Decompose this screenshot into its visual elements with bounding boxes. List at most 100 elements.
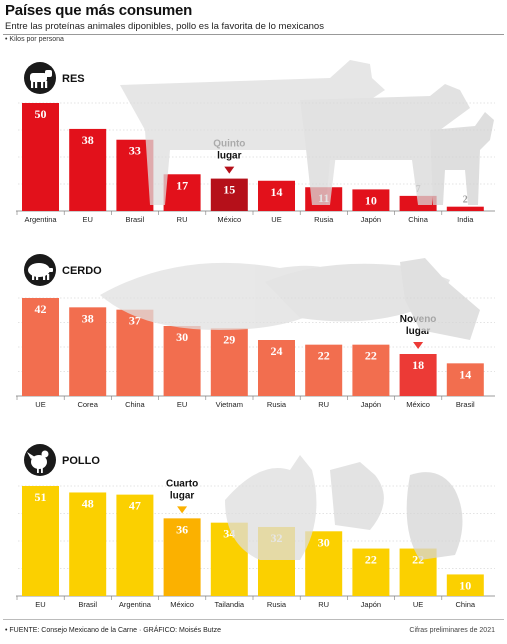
tick-label: China bbox=[125, 400, 145, 409]
bar bbox=[352, 189, 390, 211]
tick-label: UE bbox=[271, 215, 281, 224]
section-label: POLLO bbox=[62, 455, 100, 467]
bar bbox=[446, 574, 484, 596]
data-label: 22 bbox=[365, 553, 377, 567]
tick-label: EU bbox=[82, 215, 92, 224]
tick-label: UE bbox=[413, 600, 423, 609]
tick-label: Rusia bbox=[267, 400, 287, 409]
background-silhouettes bbox=[225, 455, 463, 560]
annotation-arrow bbox=[413, 342, 424, 349]
data-label: 14 bbox=[271, 185, 283, 199]
footer-note: Cifras preliminares de 2021 bbox=[409, 627, 495, 634]
tick-label: Argentina bbox=[119, 600, 152, 609]
tick-label: México bbox=[217, 215, 241, 224]
chart-panel-pollo: POLLO51EU48Brasil47Argentina36México34Ta… bbox=[16, 444, 495, 609]
bar bbox=[22, 486, 59, 596]
data-label: 22 bbox=[365, 349, 377, 363]
bar bbox=[305, 531, 343, 596]
section-header: POLLO bbox=[24, 444, 100, 476]
tick-label: Japón bbox=[361, 215, 381, 224]
data-label: 15 bbox=[223, 183, 235, 197]
page-subtitle: Entre las proteínas animales diponibles,… bbox=[5, 21, 324, 32]
bar bbox=[22, 103, 59, 211]
section-label: CERDO bbox=[62, 265, 102, 277]
data-label: 30 bbox=[176, 330, 188, 344]
data-label: 47 bbox=[129, 499, 141, 513]
section-label: RES bbox=[62, 73, 85, 85]
bar bbox=[116, 494, 154, 596]
background-silhouettes bbox=[100, 258, 480, 340]
data-label: 38 bbox=[82, 311, 94, 325]
page-title: Países que más consumen bbox=[5, 2, 193, 19]
bar bbox=[22, 298, 59, 396]
data-label: 42 bbox=[35, 302, 47, 316]
tick-label: Argentina bbox=[24, 215, 57, 224]
annotation-arrow bbox=[224, 166, 235, 174]
tick-label: EU bbox=[177, 400, 187, 409]
annotation-arrow bbox=[177, 506, 188, 514]
data-label: 17 bbox=[176, 178, 188, 192]
data-label: 14 bbox=[459, 367, 471, 381]
tick-label: Japón bbox=[361, 400, 381, 409]
tick-label: Brasil bbox=[126, 215, 145, 224]
annotation-text: lugar bbox=[406, 326, 431, 337]
footer-source: • FUENTE: Consejo Mexicano de la Carne ·… bbox=[5, 627, 222, 634]
tick-label: México bbox=[406, 400, 430, 409]
annotation-text: lugar bbox=[217, 151, 242, 162]
tick-label: Rusia bbox=[267, 600, 287, 609]
bar bbox=[446, 363, 484, 396]
data-label: 24 bbox=[271, 344, 283, 358]
header-divider bbox=[3, 34, 504, 35]
bar bbox=[305, 344, 343, 396]
unit-note: Kilos por persona bbox=[5, 36, 63, 43]
annotation-text: lugar bbox=[170, 490, 195, 501]
bar bbox=[352, 548, 390, 596]
data-label: 29 bbox=[223, 332, 235, 346]
tick-label: China bbox=[455, 600, 475, 609]
footer-divider bbox=[3, 619, 504, 620]
data-label: 10 bbox=[459, 578, 471, 592]
tick-label: China bbox=[408, 215, 428, 224]
tick-label: UE bbox=[35, 400, 45, 409]
tick-label: Brasil bbox=[78, 600, 97, 609]
bar bbox=[163, 174, 201, 211]
bar bbox=[69, 128, 107, 211]
tick-label: RU bbox=[318, 400, 329, 409]
tick-label: Tailandia bbox=[214, 600, 244, 609]
section-header: RES bbox=[24, 62, 85, 94]
data-label: 33 bbox=[129, 144, 141, 158]
bar bbox=[210, 178, 248, 211]
bar bbox=[69, 492, 107, 596]
bar bbox=[210, 328, 248, 396]
bar bbox=[163, 518, 201, 596]
tick-label: Vietnam bbox=[216, 400, 243, 409]
section-header: CERDO bbox=[24, 254, 102, 286]
tick-label: RU bbox=[318, 600, 329, 609]
tick-label: Japón bbox=[361, 600, 381, 609]
tick-label: India bbox=[457, 215, 474, 224]
data-label: 48 bbox=[82, 496, 94, 510]
bar bbox=[352, 344, 390, 396]
data-label: 50 bbox=[35, 107, 47, 121]
background-silhouettes bbox=[120, 60, 494, 205]
data-label: 30 bbox=[318, 535, 330, 549]
bar bbox=[69, 307, 107, 396]
data-label: 10 bbox=[365, 193, 377, 207]
bar bbox=[399, 354, 437, 396]
bar bbox=[258, 180, 295, 211]
tick-label: México bbox=[170, 600, 194, 609]
chart-panel-res: RES 50 Argentina 38 EU 33 Brasil 17 RU 15 México 14… bbox=[16, 62, 495, 224]
bar bbox=[258, 340, 295, 396]
data-label: 38 bbox=[82, 133, 94, 147]
annotation-text: Cuarto bbox=[166, 478, 198, 489]
tick-label: EU bbox=[35, 600, 45, 609]
tick-label: Brasil bbox=[456, 400, 475, 409]
bar bbox=[446, 206, 484, 211]
data-label: 2 bbox=[463, 195, 468, 206]
data-label: 36 bbox=[176, 522, 188, 536]
bar bbox=[116, 309, 154, 396]
tick-label: Rusia bbox=[314, 215, 334, 224]
bar bbox=[163, 326, 201, 396]
